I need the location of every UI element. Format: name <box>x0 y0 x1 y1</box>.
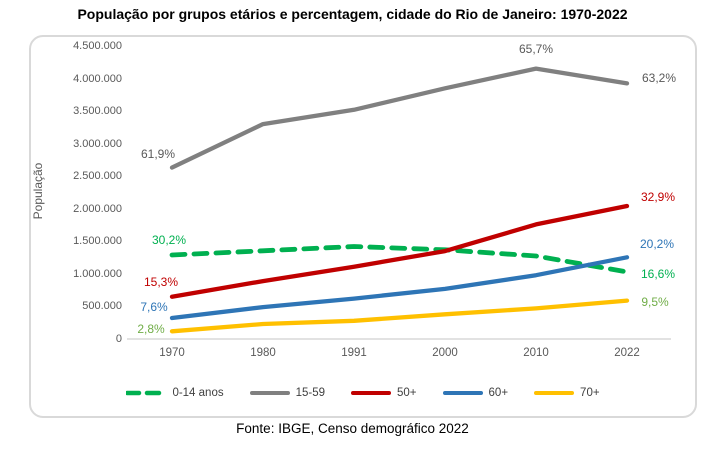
y-tick-label: 3.500.000 <box>73 105 122 118</box>
series-line-0-14-anos <box>169 244 630 275</box>
legend-label: 50+ <box>397 387 417 399</box>
plot-svg <box>127 66 671 340</box>
data-label: 16,6% <box>640 267 676 281</box>
x-tick-label: 1970 <box>159 347 185 359</box>
y-tick-label: 3.000.000 <box>73 137 122 150</box>
legend-swatch <box>442 390 483 396</box>
legend-swatch <box>126 390 167 396</box>
y-tick-label: 4.000.000 <box>73 72 122 85</box>
y-tick-label: 4.500.000 <box>73 40 122 52</box>
legend-item-70-: 70+ <box>534 387 600 399</box>
chart-title: População por grupos etários e percentag… <box>77 6 628 22</box>
series-line-60- <box>169 255 630 321</box>
series-line-15-59 <box>169 66 630 170</box>
data-label: 65,7% <box>518 42 554 56</box>
data-label: 61,9% <box>140 147 176 161</box>
x-tick-label: 2022 <box>614 347 640 359</box>
legend-swatch <box>534 390 575 396</box>
y-tick-label: 500.000 <box>82 300 122 313</box>
data-label: 7,6% <box>140 300 168 314</box>
data-label: 32,9% <box>640 190 676 204</box>
y-tick-label: 0 <box>115 333 122 345</box>
data-label: 2,8% <box>137 322 165 336</box>
data-label: 20,2% <box>639 237 675 251</box>
x-tick-label: 1980 <box>250 347 276 359</box>
legend-label: 70+ <box>580 387 600 399</box>
series-line-70- <box>169 298 630 334</box>
legend-swatch <box>351 390 392 396</box>
y-tick-label: 2.500.000 <box>73 170 122 183</box>
source-note: Fonte: IBGE, Censo demográfico 2022 <box>236 421 469 436</box>
y-tick-label: 1.500.000 <box>73 235 122 248</box>
y-tick-label: 2.000.000 <box>73 202 122 215</box>
legend-item-50-: 50+ <box>351 387 417 399</box>
legend-item-15-59: 15-59 <box>249 387 326 399</box>
y-tick-label: 1.000.000 <box>73 267 122 280</box>
legend-swatch <box>249 390 290 396</box>
data-label: 15,3% <box>143 275 179 289</box>
chart-legend: 0-14 anos 15-59 50+ 60+ 70+ <box>31 381 695 405</box>
data-label: 63,2% <box>641 71 677 85</box>
x-tick-label: 2000 <box>432 347 458 359</box>
legend-label: 60+ <box>488 387 509 399</box>
legend-item-0-14-anos: 0-14 anos <box>126 387 224 399</box>
legend-item-60-: 60+ <box>442 387 509 399</box>
x-tick-label: 2010 <box>523 347 549 359</box>
data-label: 30,2% <box>151 233 187 247</box>
legend-label: 15-59 <box>295 387 326 399</box>
x-tick-label: 1991 <box>341 347 367 359</box>
chart-card: População 4.500.000 4.000.000 3.500.000 3.0… <box>29 35 697 418</box>
data-label: 9,5% <box>641 295 669 309</box>
legend-label: 0-14 anos <box>172 387 224 399</box>
series-line-50- <box>169 203 630 299</box>
